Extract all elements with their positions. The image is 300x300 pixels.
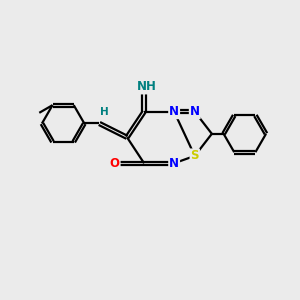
Text: N: N (190, 105, 200, 118)
Text: N: N (169, 157, 179, 170)
Text: O: O (110, 157, 120, 170)
Text: H: H (100, 107, 109, 117)
Text: N: N (169, 105, 179, 118)
Text: S: S (190, 149, 199, 162)
Text: NH: NH (137, 80, 157, 94)
